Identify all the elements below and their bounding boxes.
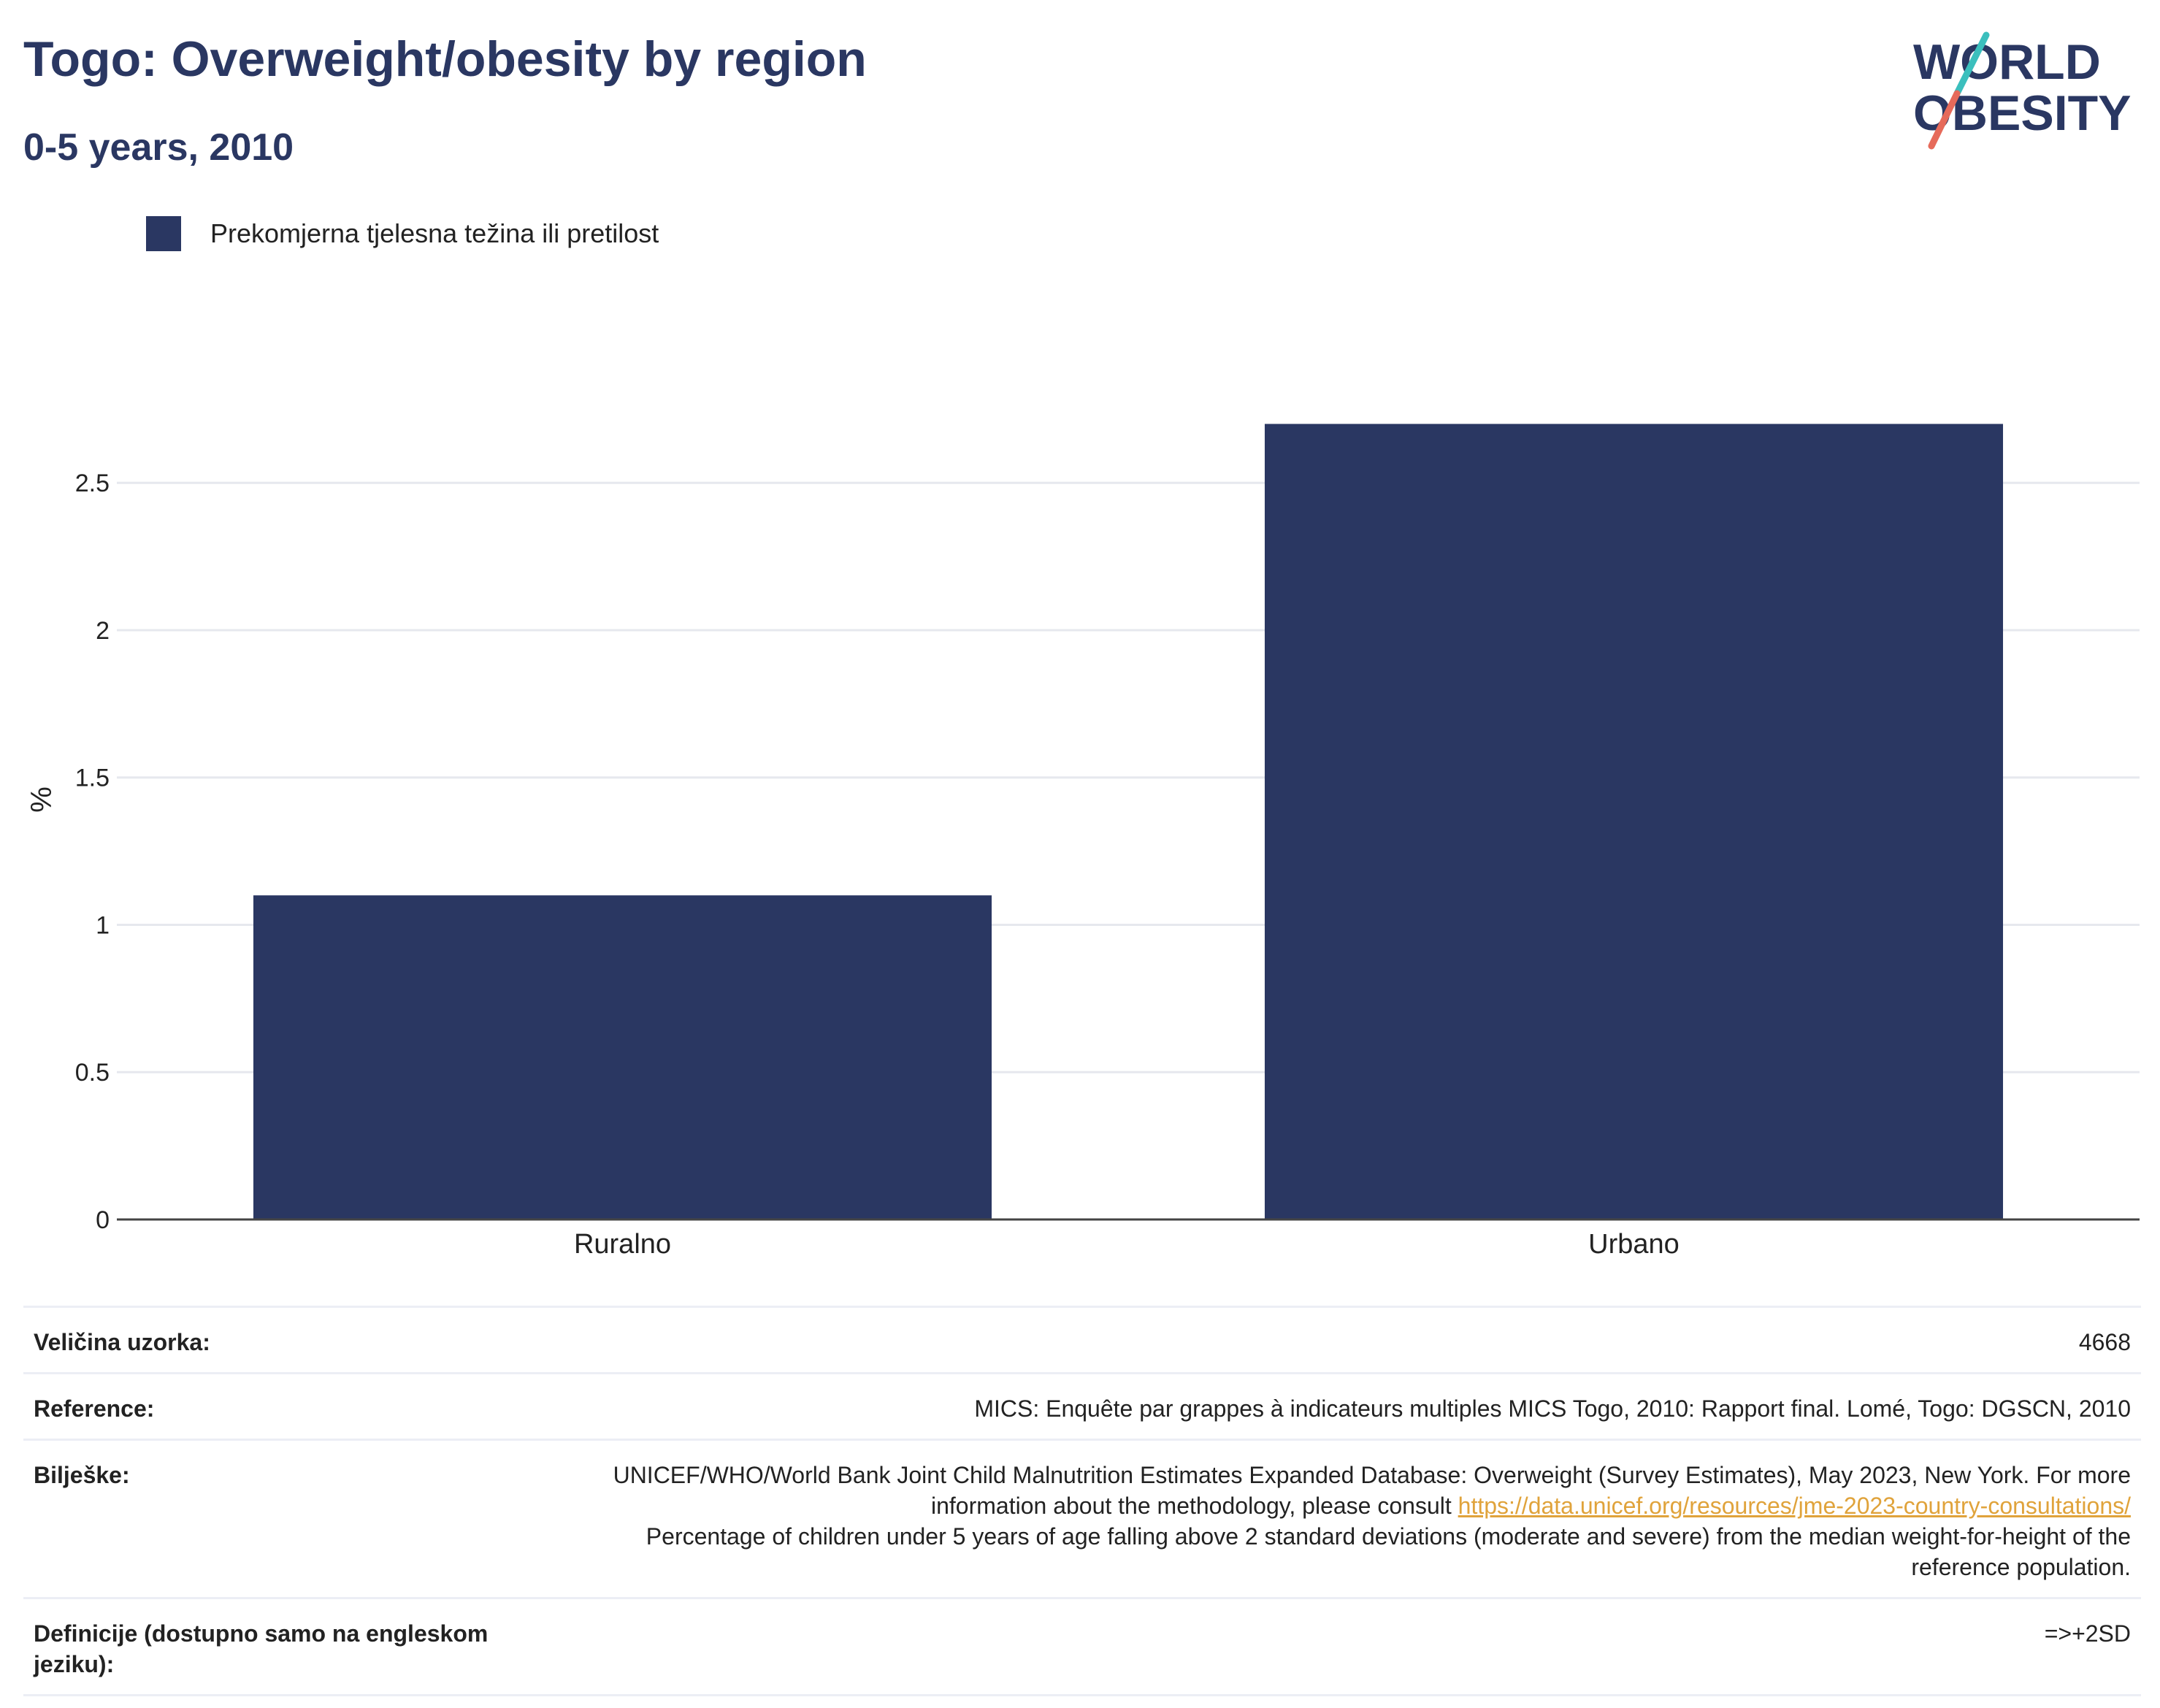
x-tick-label: Urbano <box>1588 1229 1680 1260</box>
sample-size-value: 4668 <box>2078 1329 2131 1355</box>
notes-text: UNICEF/WHO/World Bank Joint Child Malnut… <box>613 1462 2131 1519</box>
definitions-value: =>+2SD <box>2044 1620 2131 1647</box>
bar-chart: 0 0.5 1 1.5 2 2.5 Ruralno Urbano% <box>26 424 2140 1260</box>
bar-urbano <box>1264 424 2004 1219</box>
logo-line1: WORLD <box>1913 34 2101 90</box>
legend-swatch <box>146 216 181 251</box>
definitions-label: Definicije (dostupno samo na engleskom j… <box>34 1620 489 1677</box>
notes-definition-text: Percentage of children under 5 years of … <box>646 1523 2131 1580</box>
definitions-row: Definicije (dostupno samo na engleskom j… <box>23 1597 2141 1696</box>
y-tick-label: 1 <box>96 911 110 939</box>
y-tick-label: 0 <box>96 1206 110 1234</box>
notes-value: UNICEF/WHO/World Bank Joint Child Malnut… <box>612 1460 2131 1582</box>
y-tick-label: 1.5 <box>75 765 110 792</box>
sample-size-row: Veličina uzorka: 4668 <box>23 1306 2141 1372</box>
world-obesity-logo: WORLD OBESITY <box>1899 20 2147 152</box>
sample-size-label: Veličina uzorka: <box>34 1329 210 1355</box>
chart-subtitle: 0-5 years, 2010 <box>23 126 294 169</box>
reference-row: Reference: MICS: Enquête par grappes à i… <box>23 1372 2141 1439</box>
y-axis-label: % <box>26 786 58 813</box>
info-table: Veličina uzorka: 4668 Reference: MICS: E… <box>23 1306 2141 1696</box>
bars <box>253 424 2004 1219</box>
notes-link[interactable]: https://data.unicef.org/resources/jme-20… <box>1458 1493 2131 1519</box>
reference-value: MICS: Enquête par grappes à indicateurs … <box>974 1395 2131 1422</box>
x-tick-label: Ruralno <box>574 1229 671 1260</box>
reference-label: Reference: <box>34 1395 155 1422</box>
y-tick-label: 2.5 <box>75 470 110 497</box>
notes-row: Bilješke: UNICEF/WHO/World Bank Joint Ch… <box>23 1439 2141 1597</box>
notes-label: Bilješke: <box>34 1462 130 1488</box>
chart-title: Togo: Overweight/obesity by region <box>23 31 867 87</box>
chart-legend[interactable]: Prekomjerna tjelesna težina ili pretilos… <box>146 216 659 251</box>
y-tick-label: 2 <box>96 617 110 645</box>
bar-ruralno <box>253 895 992 1219</box>
legend-label: Prekomjerna tjelesna težina ili pretilos… <box>210 218 659 248</box>
axes: 0 0.5 1 1.5 2 2.5 Ruralno Urbano% <box>26 470 2140 1260</box>
y-tick-label: 0.5 <box>75 1059 110 1087</box>
